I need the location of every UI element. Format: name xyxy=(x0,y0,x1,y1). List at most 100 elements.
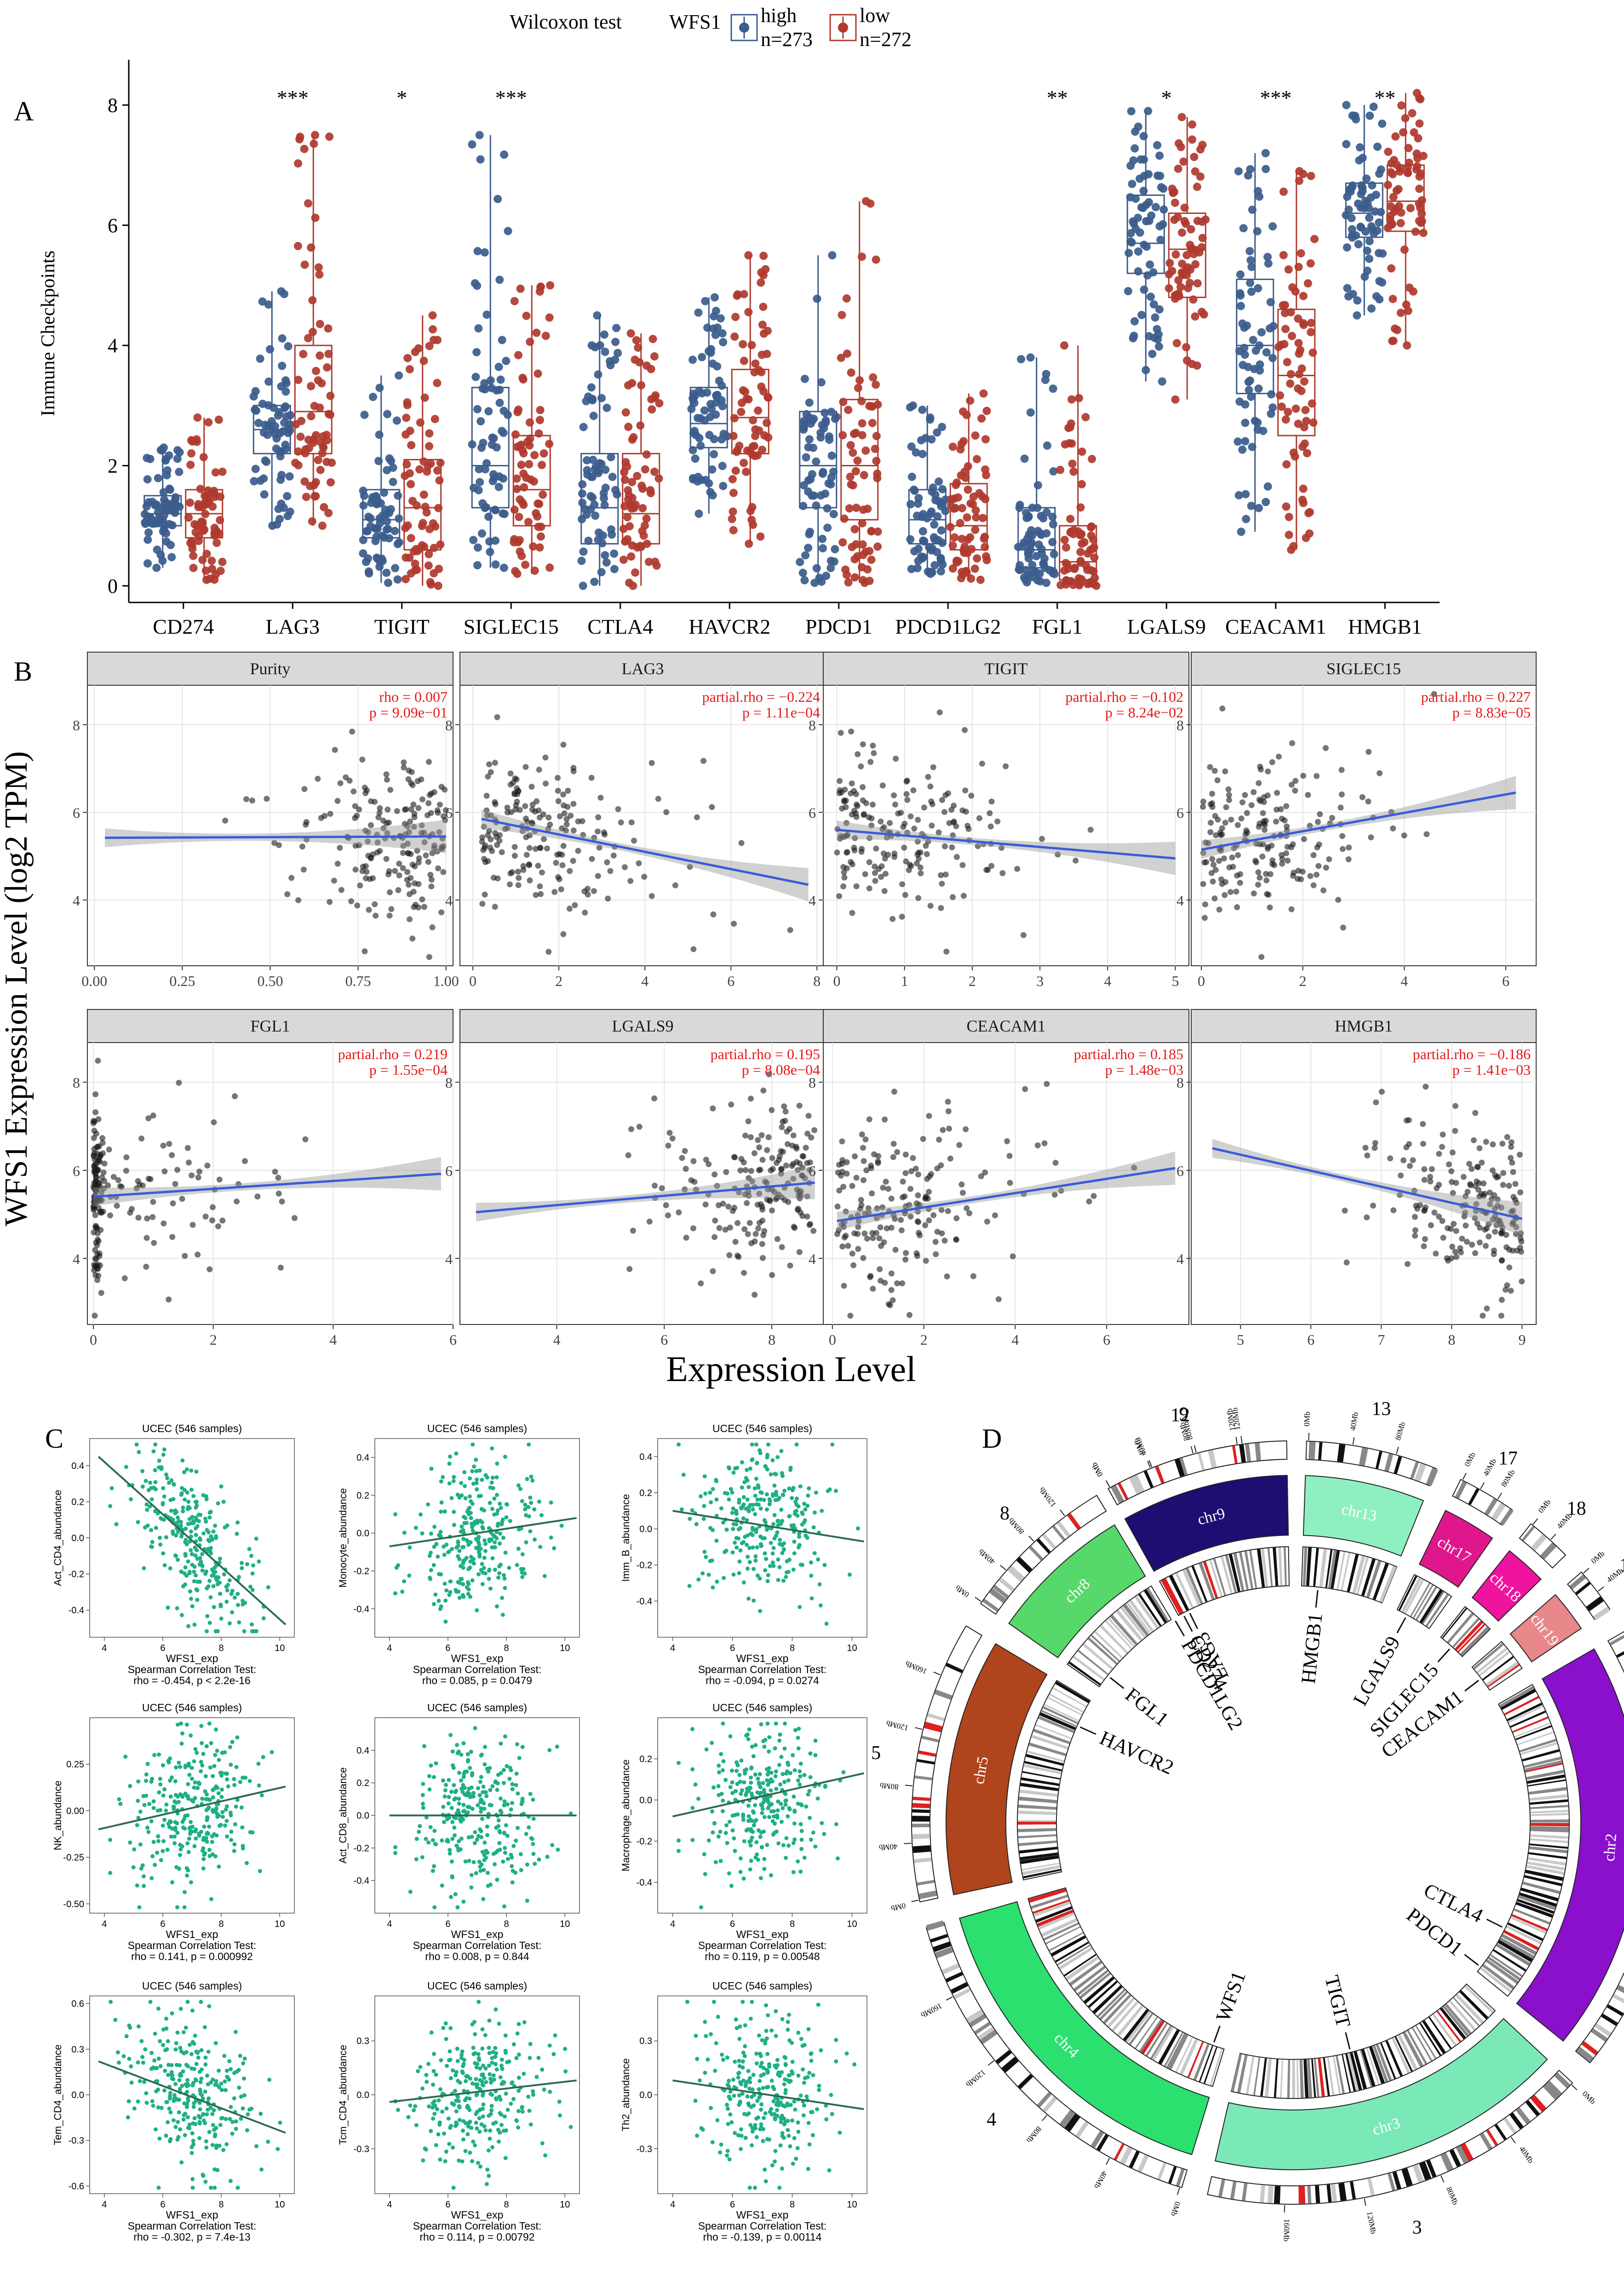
scatter-point xyxy=(1412,1227,1418,1233)
scatter-point xyxy=(791,1523,796,1527)
box-point xyxy=(644,557,653,566)
box-point xyxy=(1305,529,1314,538)
scatter-point xyxy=(872,870,878,876)
scatter-point xyxy=(794,1207,801,1213)
box-point xyxy=(258,297,267,306)
scatter-point xyxy=(804,1160,810,1166)
y-tick-label: 4 xyxy=(809,1250,816,1267)
scatter-point xyxy=(483,1548,488,1553)
scatter-point xyxy=(207,1621,212,1625)
scatter-point xyxy=(442,786,448,793)
scatter-point xyxy=(442,1553,447,1557)
scatter-point xyxy=(889,916,896,922)
scatter-point xyxy=(352,803,358,809)
box-low-cd274 xyxy=(184,413,227,584)
scatter-point xyxy=(457,1495,462,1500)
scatter-point xyxy=(558,886,564,893)
scatter-point xyxy=(682,1148,688,1154)
y-tick-label: -0.2 xyxy=(637,1560,652,1571)
x-tick-label: 6 xyxy=(727,973,735,989)
scatter-point xyxy=(1513,1231,1519,1237)
scatter-point xyxy=(529,820,536,827)
plot-title: UCEC (546 samples) xyxy=(142,1702,242,1714)
scatter-point xyxy=(451,1479,456,1483)
scatter-point xyxy=(924,1195,931,1202)
scatter-point xyxy=(383,771,390,778)
scatter-point xyxy=(217,1758,221,1762)
scatter-point xyxy=(806,1222,813,1228)
box-point xyxy=(389,477,397,486)
scatter-point xyxy=(529,1501,534,1505)
box-point xyxy=(156,446,165,454)
scatter-point xyxy=(722,1227,729,1233)
box-point xyxy=(857,397,866,406)
scatter-point xyxy=(201,1752,206,1756)
scatter-point xyxy=(1260,841,1266,848)
significance-ceacam1: *** xyxy=(1260,86,1291,109)
scatter-point xyxy=(492,801,499,808)
x-tick-label: 0 xyxy=(833,973,840,989)
y-axis-title: Monocyte_abundance xyxy=(337,1488,349,1588)
scatter-point xyxy=(919,831,925,837)
scatter-point xyxy=(1388,809,1394,815)
scatter-point xyxy=(469,1521,474,1526)
box-point xyxy=(938,423,947,431)
box-point xyxy=(729,431,738,440)
scatter-point xyxy=(557,813,563,820)
box-point xyxy=(865,577,874,585)
box-point xyxy=(597,394,606,402)
scatter-point xyxy=(183,1765,188,1770)
box-point xyxy=(757,268,766,277)
box-point xyxy=(737,398,746,407)
scatter-point xyxy=(752,1231,759,1237)
scatter-point xyxy=(1462,1193,1469,1199)
scatter-point xyxy=(478,1779,482,1784)
scatter-point xyxy=(207,1266,213,1273)
box-point xyxy=(866,199,875,208)
scatter-point xyxy=(716,1225,723,1231)
y-tick-label: 4 xyxy=(73,1250,80,1267)
scatter-point xyxy=(1503,1232,1509,1238)
scatter-point xyxy=(843,1233,849,1239)
scatter-point xyxy=(528,1495,533,1500)
box-point xyxy=(204,418,213,427)
scatter-point xyxy=(1509,1221,1515,1227)
box-point xyxy=(1154,342,1163,351)
scatter-point xyxy=(927,783,934,790)
box-point xyxy=(304,436,313,444)
box-point xyxy=(1354,240,1363,249)
scatter-point xyxy=(447,1481,452,1486)
scatter-point xyxy=(477,1552,482,1557)
scatter-point xyxy=(115,1177,121,1183)
x-tick-label: 3 xyxy=(1036,973,1044,989)
scatter-point xyxy=(471,1561,476,1566)
box-point xyxy=(930,561,939,570)
box-point xyxy=(1353,296,1362,305)
box-point xyxy=(828,251,837,260)
box-point xyxy=(1363,247,1372,255)
scatter-point xyxy=(1421,1177,1428,1183)
box-point xyxy=(387,457,396,465)
scatter-point xyxy=(968,792,975,799)
scatter-point xyxy=(516,1483,521,1488)
box-point xyxy=(359,549,367,558)
scatter-point xyxy=(1242,792,1248,798)
box-point xyxy=(950,533,959,542)
scatter-point xyxy=(454,1451,459,1456)
scatter-point xyxy=(560,843,567,849)
scatter-point xyxy=(433,1842,437,1846)
scatter-point xyxy=(934,1165,941,1172)
scatter-point xyxy=(1259,853,1266,860)
box-point xyxy=(1078,480,1086,488)
scatter-point xyxy=(769,1272,775,1278)
box-point xyxy=(584,392,592,401)
scatter-point xyxy=(526,1505,531,1509)
box-point xyxy=(740,459,748,467)
scatter-point xyxy=(848,728,855,735)
box-point xyxy=(419,356,428,365)
scatter-point xyxy=(507,770,514,777)
scatter-point xyxy=(386,912,393,919)
box-point xyxy=(729,507,737,516)
box-point xyxy=(256,476,265,485)
box-point xyxy=(845,504,854,513)
